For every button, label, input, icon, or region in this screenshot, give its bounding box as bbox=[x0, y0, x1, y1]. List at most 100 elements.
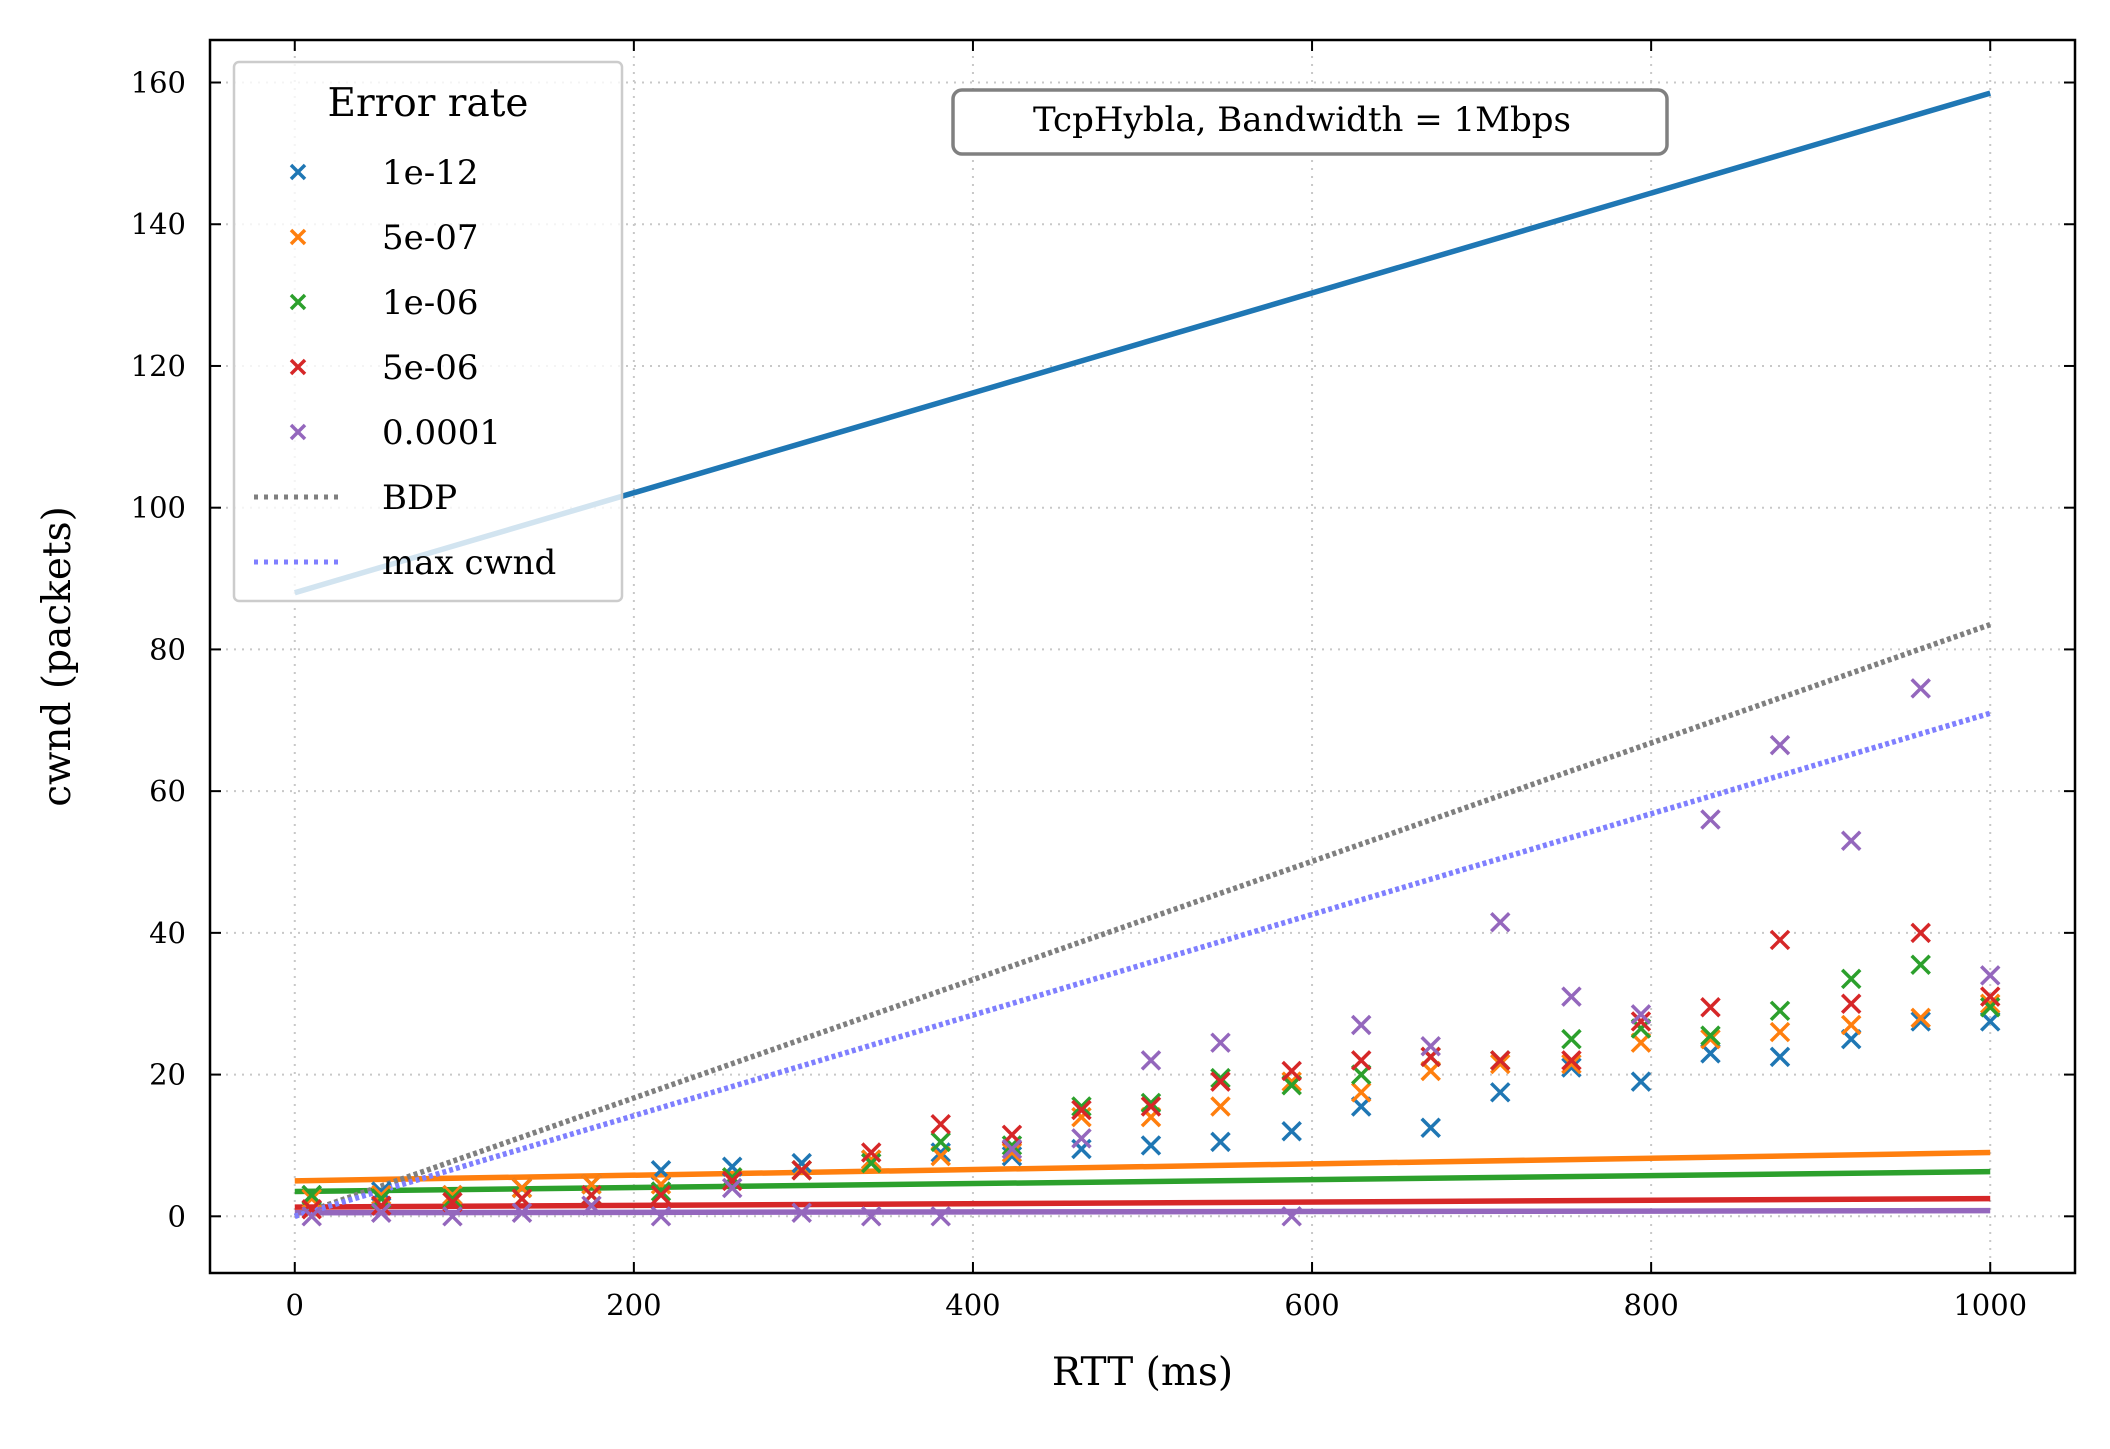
marker-5e-06 bbox=[1071, 1099, 1092, 1121]
marker-1e-12 bbox=[1281, 1121, 1302, 1142]
marker-1e-06 bbox=[1140, 1092, 1162, 1114]
legend-marker-0-0001 bbox=[289, 423, 307, 441]
marker-1e-06 bbox=[442, 1188, 463, 1209]
marker-1e-12 bbox=[1630, 1071, 1652, 1092]
marker-1e-06 bbox=[1910, 954, 1931, 975]
marker-5e-07 bbox=[1210, 1096, 1231, 1117]
legend-label-5e-07: 5e-07 bbox=[382, 218, 479, 258]
legend-label-1e-06: 1e-06 bbox=[382, 283, 479, 323]
y-tick-label: 100 bbox=[131, 491, 186, 525]
annotation-text: TcpHybla, Bandwidth = 1Mbps bbox=[1033, 100, 1571, 140]
marker-5e-07 bbox=[1910, 1007, 1931, 1029]
marker-5e-06 bbox=[721, 1170, 743, 1192]
marker-0-0001 bbox=[1071, 1128, 1092, 1149]
marker-5e-07 bbox=[1700, 1028, 1721, 1050]
marker-0-0001 bbox=[511, 1202, 533, 1224]
marker-0-0001 bbox=[1140, 1050, 1162, 1071]
marker-5e-07 bbox=[860, 1149, 882, 1170]
marker-0-0001 bbox=[650, 1206, 672, 1227]
line-5e-07 bbox=[294, 1149, 1991, 1184]
marker-5e-06 bbox=[650, 1184, 672, 1206]
marker-1e-06 bbox=[1840, 968, 1862, 990]
marker-1e-12 bbox=[791, 1152, 812, 1174]
plot-frame bbox=[208, 38, 2077, 1275]
marker-0-0001 bbox=[1979, 965, 2001, 986]
legend-marker-1e-12 bbox=[289, 163, 307, 181]
marker-0-0001 bbox=[1910, 678, 1931, 699]
y-tick-label: 160 bbox=[131, 66, 186, 100]
marker-5e-06 bbox=[301, 1198, 322, 1220]
scatter-markers bbox=[301, 678, 2001, 1227]
marker-1e-06 bbox=[930, 1131, 951, 1153]
marker-5e-07 bbox=[442, 1184, 463, 1206]
line-1e-06 bbox=[294, 1168, 1991, 1195]
marker-1e-06 bbox=[1210, 1067, 1231, 1089]
legend: Error rate 1e-12 5e-07 1e-06 5e-06 0.0001 BDP… bbox=[232, 60, 624, 603]
marker-5e-07 bbox=[1769, 1021, 1791, 1043]
marker-1e-06 bbox=[1071, 1096, 1092, 1117]
x-tick-label: 400 bbox=[945, 1288, 1000, 1322]
marker-0-0001 bbox=[371, 1202, 392, 1224]
y-tick-label: 20 bbox=[149, 1058, 186, 1092]
marker-0-0001 bbox=[930, 1206, 951, 1227]
marker-5e-06 bbox=[371, 1195, 392, 1216]
marker-5e-07 bbox=[1561, 1053, 1582, 1075]
marker-5e-06 bbox=[1979, 986, 2001, 1007]
marker-5e-07 bbox=[1350, 1082, 1372, 1103]
x-tick-label: 600 bbox=[1284, 1288, 1339, 1322]
marker-5e-07 bbox=[1979, 993, 2001, 1014]
marker-5e-06 bbox=[1210, 1071, 1231, 1092]
marker-0-0001 bbox=[1700, 809, 1721, 830]
line-0-0001 bbox=[294, 1207, 1991, 1216]
y-tick-label: 0 bbox=[168, 1199, 186, 1233]
legend-label-0-0001: 0.0001 bbox=[382, 413, 501, 453]
marker-5e-06 bbox=[860, 1142, 882, 1163]
marker-0-0001 bbox=[301, 1206, 322, 1227]
marker-0-0001 bbox=[791, 1202, 812, 1224]
marker-5e-06 bbox=[1630, 1011, 1652, 1032]
marker-0-0001 bbox=[860, 1206, 882, 1227]
legend-marker-1e-06 bbox=[289, 293, 307, 311]
marker-0-0001 bbox=[581, 1195, 602, 1216]
marker-0-0001 bbox=[1210, 1032, 1231, 1053]
marker-0-0001 bbox=[1769, 734, 1791, 756]
legend-label-max-cwnd: max cwnd bbox=[382, 543, 556, 583]
legend-title: Error rate bbox=[328, 81, 529, 126]
marker-0-0001 bbox=[1420, 1036, 1441, 1057]
marker-5e-07 bbox=[1001, 1142, 1023, 1163]
y-tick-label: 80 bbox=[149, 632, 186, 666]
marker-5e-06 bbox=[1350, 1050, 1372, 1071]
marker-5e-07 bbox=[1490, 1053, 1511, 1075]
line-max-cwnd bbox=[293, 710, 1992, 1219]
marker-1e-12 bbox=[1910, 1011, 1931, 1032]
marker-5e-06 bbox=[1140, 1096, 1162, 1117]
marker-0-0001 bbox=[1630, 1004, 1652, 1025]
y-tick-label: 120 bbox=[131, 349, 186, 383]
marker-5e-06 bbox=[1840, 993, 1862, 1014]
marker-1e-12 bbox=[1490, 1082, 1511, 1103]
line-5e-06 bbox=[294, 1195, 1991, 1210]
marker-5e-06 bbox=[1700, 997, 1721, 1018]
x-axis-label: RTT (ms) bbox=[1052, 1350, 1233, 1395]
marker-0-0001 bbox=[1281, 1206, 1302, 1227]
y-tick-label: 40 bbox=[149, 916, 186, 950]
marker-0-0001 bbox=[1490, 911, 1511, 933]
annotation-box: TcpHybla, Bandwidth = 1Mbps bbox=[951, 88, 1669, 156]
x-tick-label: 1000 bbox=[1953, 1288, 2027, 1322]
marker-0-0001 bbox=[721, 1177, 743, 1199]
x-tick-label: 200 bbox=[606, 1288, 661, 1322]
y-tick-label: 60 bbox=[149, 774, 186, 808]
marker-0-0001 bbox=[1840, 830, 1862, 851]
marker-0-0001 bbox=[442, 1206, 463, 1227]
legend-label-5e-06: 5e-06 bbox=[382, 348, 479, 388]
legend-marker-5e-07 bbox=[289, 228, 307, 246]
marker-5e-06 bbox=[1281, 1060, 1302, 1082]
marker-1e-12 bbox=[1420, 1117, 1441, 1138]
marker-1e-06 bbox=[1769, 1000, 1791, 1022]
marker-5e-06 bbox=[1910, 922, 1931, 944]
marker-0-0001 bbox=[1350, 1014, 1372, 1036]
legend-marker-5e-06 bbox=[289, 358, 307, 376]
marker-5e-06 bbox=[1490, 1050, 1511, 1071]
marker-1e-12 bbox=[1769, 1046, 1791, 1068]
